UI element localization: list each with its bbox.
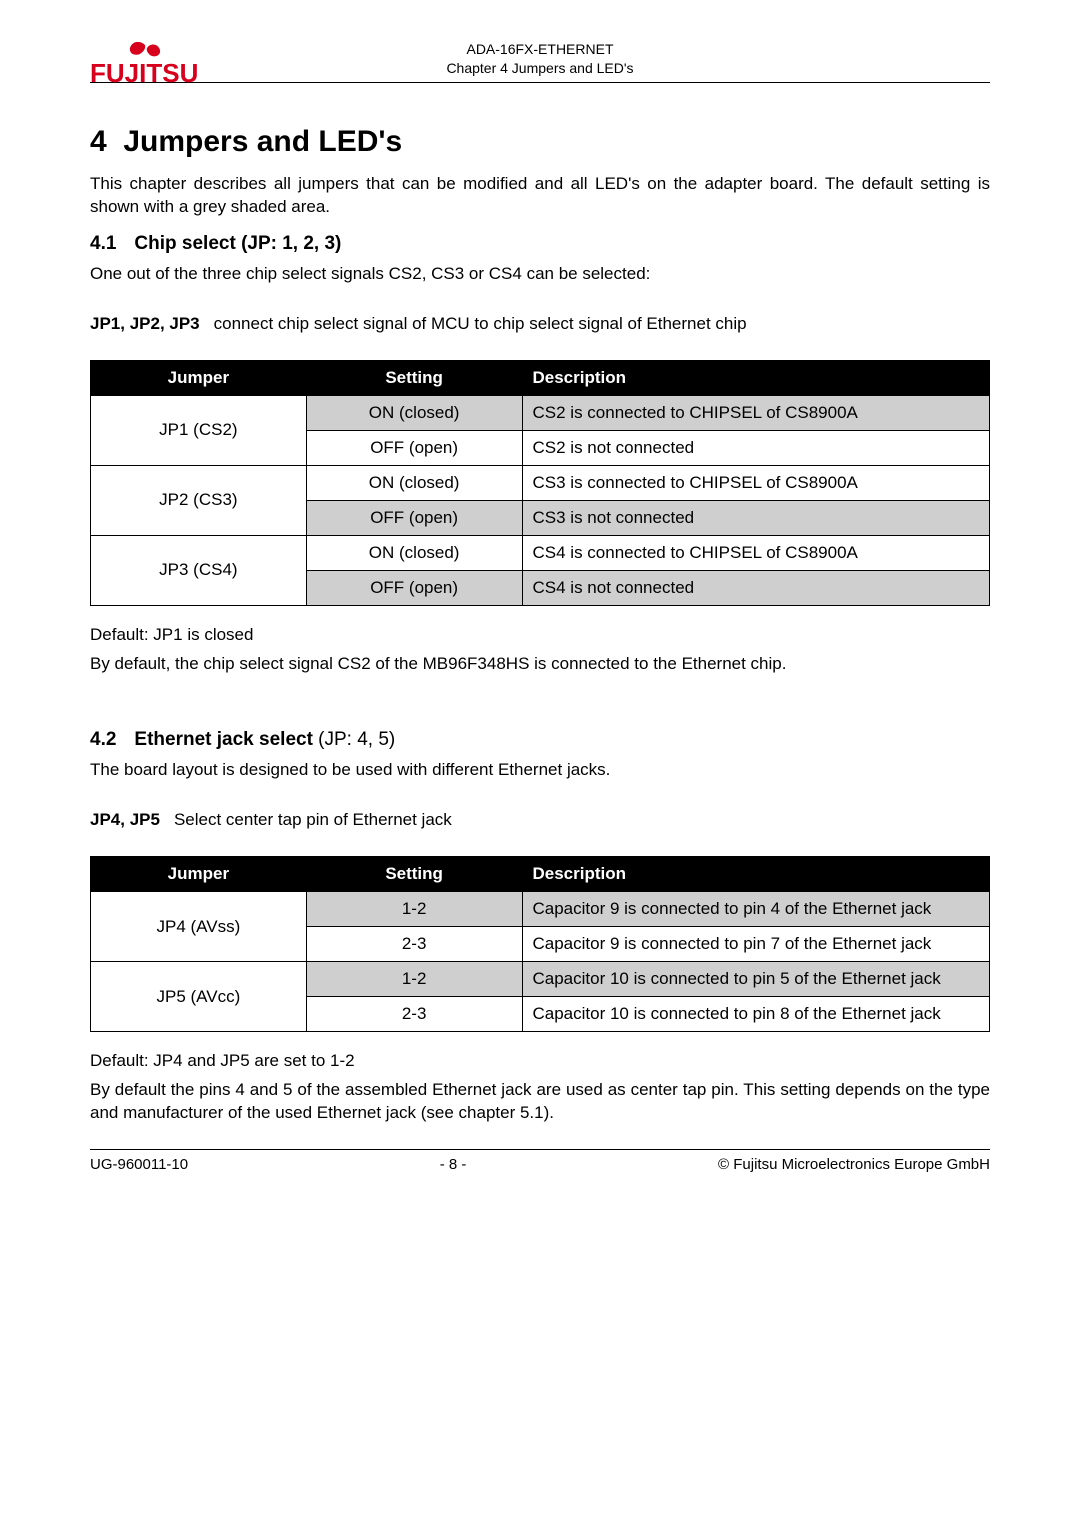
section-4-2-title-bold: Ethernet jack select: [134, 729, 312, 750]
cell-setting: ON (closed): [306, 465, 522, 500]
cell-desc: Capacitor 9 is connected to pin 7 of the…: [522, 927, 990, 962]
cell-jumper: JP3 (CS4): [91, 535, 307, 605]
chapter-intro: This chapter describes all jumpers that …: [90, 173, 990, 219]
cell-jumper: JP4 (AVss): [91, 892, 307, 962]
table-row: JP3 (CS4) ON (closed) CS4 is connected t…: [91, 535, 990, 570]
table-row: JP4 (AVss) 1-2 Capacitor 9 is connected …: [91, 892, 990, 927]
cell-desc: CS4 is not connected: [522, 570, 990, 605]
table-header-row: Jumper Setting Description: [91, 360, 990, 395]
cell-desc: CS4 is connected to CHIPSEL of CS8900A: [522, 535, 990, 570]
cell-setting: OFF (open): [306, 500, 522, 535]
th-setting: Setting: [306, 360, 522, 395]
section-4-2-number: 4.2: [90, 729, 116, 750]
table-row: JP5 (AVcc) 1-2 Capacitor 10 is connected…: [91, 962, 990, 997]
table-header-row: Jumper Setting Description: [91, 857, 990, 892]
section-4-1-intro: One out of the three chip select signals…: [90, 263, 990, 286]
header-rule: [90, 82, 990, 83]
jp123-text: connect chip select signal of MCU to chi…: [214, 314, 747, 333]
section-4-2-intro: The board layout is designed to be used …: [90, 759, 990, 782]
ethernet-jack-table: Jumper Setting Description JP4 (AVss) 1-…: [90, 856, 990, 1032]
cell-desc: CS2 is not connected: [522, 430, 990, 465]
cell-setting: 1-2: [306, 962, 522, 997]
cell-desc: CS3 is connected to CHIPSEL of CS8900A: [522, 465, 990, 500]
section-4-2-title-rest: (JP: 4, 5): [313, 729, 395, 750]
jp123-definition: JP1, JP2, JP3 connect chip select signal …: [90, 314, 990, 334]
section-4-1-heading: 4.1 Chip select (JP: 1, 2, 3): [90, 233, 990, 255]
cell-setting: ON (closed): [306, 535, 522, 570]
th-jumper: Jumper: [91, 360, 307, 395]
section-4-2-default: Default: JP4 and JP5 are set to 1-2: [90, 1050, 990, 1073]
header-line-2: Chapter 4 Jumpers and LED's: [90, 59, 990, 78]
jp45-definition: JP4, JP5 Select center tap pin of Etherne…: [90, 810, 990, 830]
chapter-title: Jumpers and LED's: [123, 125, 402, 158]
table-row: JP2 (CS3) ON (closed) CS3 is connected t…: [91, 465, 990, 500]
th-description: Description: [522, 857, 990, 892]
cell-jumper: JP1 (CS2): [91, 395, 307, 465]
chapter-number: 4: [90, 125, 107, 158]
cell-setting: 2-3: [306, 927, 522, 962]
cell-setting: OFF (open): [306, 570, 522, 605]
section-4-1-title: Chip select (JP: 1, 2, 3): [134, 233, 341, 254]
page-header: ADA-16FX-ETHERNET Chapter 4 Jumpers and …: [90, 40, 990, 78]
cell-jumper: JP2 (CS3): [91, 465, 307, 535]
header-line-1: ADA-16FX-ETHERNET: [90, 40, 990, 59]
fujitsu-logo: FUJITSU: [90, 42, 208, 86]
cell-setting: 1-2: [306, 892, 522, 927]
fujitsu-wordmark: FUJITSU: [90, 58, 198, 86]
page-footer: UG-960011-10 - 8 - © Fujitsu Microelectr…: [90, 1156, 990, 1173]
th-jumper: Jumper: [91, 857, 307, 892]
section-4-1-default: Default: JP1 is closed: [90, 624, 990, 647]
footer-left: UG-960011-10: [90, 1156, 188, 1173]
cell-setting: 2-3: [306, 997, 522, 1032]
jp45-label: JP4, JP5: [90, 810, 160, 829]
chip-select-table: Jumper Setting Description JP1 (CS2) ON …: [90, 360, 990, 606]
cell-desc: CS3 is not connected: [522, 500, 990, 535]
cell-setting: ON (closed): [306, 395, 522, 430]
jp123-label: JP1, JP2, JP3: [90, 314, 200, 333]
cell-desc: Capacitor 10 is connected to pin 8 of th…: [522, 997, 990, 1032]
cell-desc: Capacitor 10 is connected to pin 5 of th…: [522, 962, 990, 997]
section-4-2-heading: 4.2 Ethernet jack select (JP: 4, 5): [90, 729, 990, 751]
footer-right: © Fujitsu Microelectronics Europe GmbH: [718, 1156, 990, 1173]
section-4-1-note: By default, the chip select signal CS2 o…: [90, 653, 990, 676]
cell-jumper: JP5 (AVcc): [91, 962, 307, 1032]
footer-rule: [90, 1149, 990, 1150]
section-4-1-number: 4.1: [90, 233, 116, 254]
chapter-heading: 4 Jumpers and LED's: [90, 125, 990, 159]
th-setting: Setting: [306, 857, 522, 892]
jp45-text: Select center tap pin of Ethernet jack: [174, 810, 452, 829]
cell-desc: CS2 is connected to CHIPSEL of CS8900A: [522, 395, 990, 430]
cell-setting: OFF (open): [306, 430, 522, 465]
footer-center: - 8 -: [440, 1156, 467, 1173]
section-4-2-note: By default the pins 4 and 5 of the assem…: [90, 1079, 990, 1125]
table-row: JP1 (CS2) ON (closed) CS2 is connected t…: [91, 395, 990, 430]
th-description: Description: [522, 360, 990, 395]
cell-desc: Capacitor 9 is connected to pin 4 of the…: [522, 892, 990, 927]
